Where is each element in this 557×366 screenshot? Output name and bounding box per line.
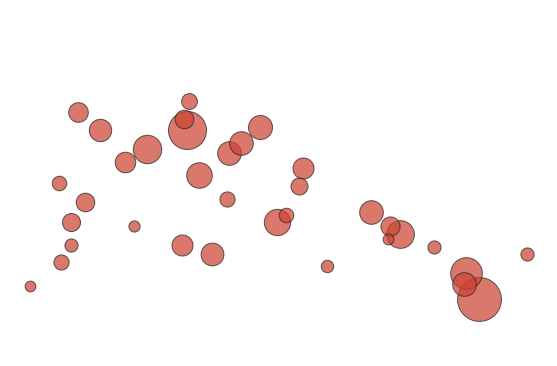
Point — [56, 259, 65, 265]
Point — [294, 183, 303, 189]
Point — [475, 296, 483, 302]
Point — [224, 150, 233, 156]
Point — [183, 127, 192, 132]
Point — [55, 180, 64, 186]
Point — [178, 242, 187, 248]
Point — [299, 165, 307, 171]
Point — [430, 244, 439, 250]
Point — [25, 283, 34, 289]
Point — [281, 212, 290, 218]
Point — [66, 242, 75, 248]
Point — [323, 264, 331, 269]
Point — [194, 172, 203, 178]
Point — [207, 251, 216, 257]
Point — [81, 199, 90, 205]
Point — [120, 159, 129, 165]
Point — [462, 270, 471, 276]
Point — [367, 209, 376, 215]
Point — [272, 219, 281, 224]
Point — [383, 236, 392, 242]
Point — [180, 116, 189, 122]
Point — [185, 98, 194, 104]
Point — [66, 219, 75, 224]
Point — [460, 281, 468, 287]
Point — [385, 223, 394, 229]
Point — [523, 251, 532, 257]
Point — [96, 127, 105, 132]
Point — [237, 139, 246, 145]
Point — [74, 109, 82, 115]
Point — [143, 146, 152, 152]
Point — [129, 223, 138, 229]
Point — [395, 231, 404, 237]
Point — [222, 196, 231, 202]
Point — [256, 124, 265, 130]
